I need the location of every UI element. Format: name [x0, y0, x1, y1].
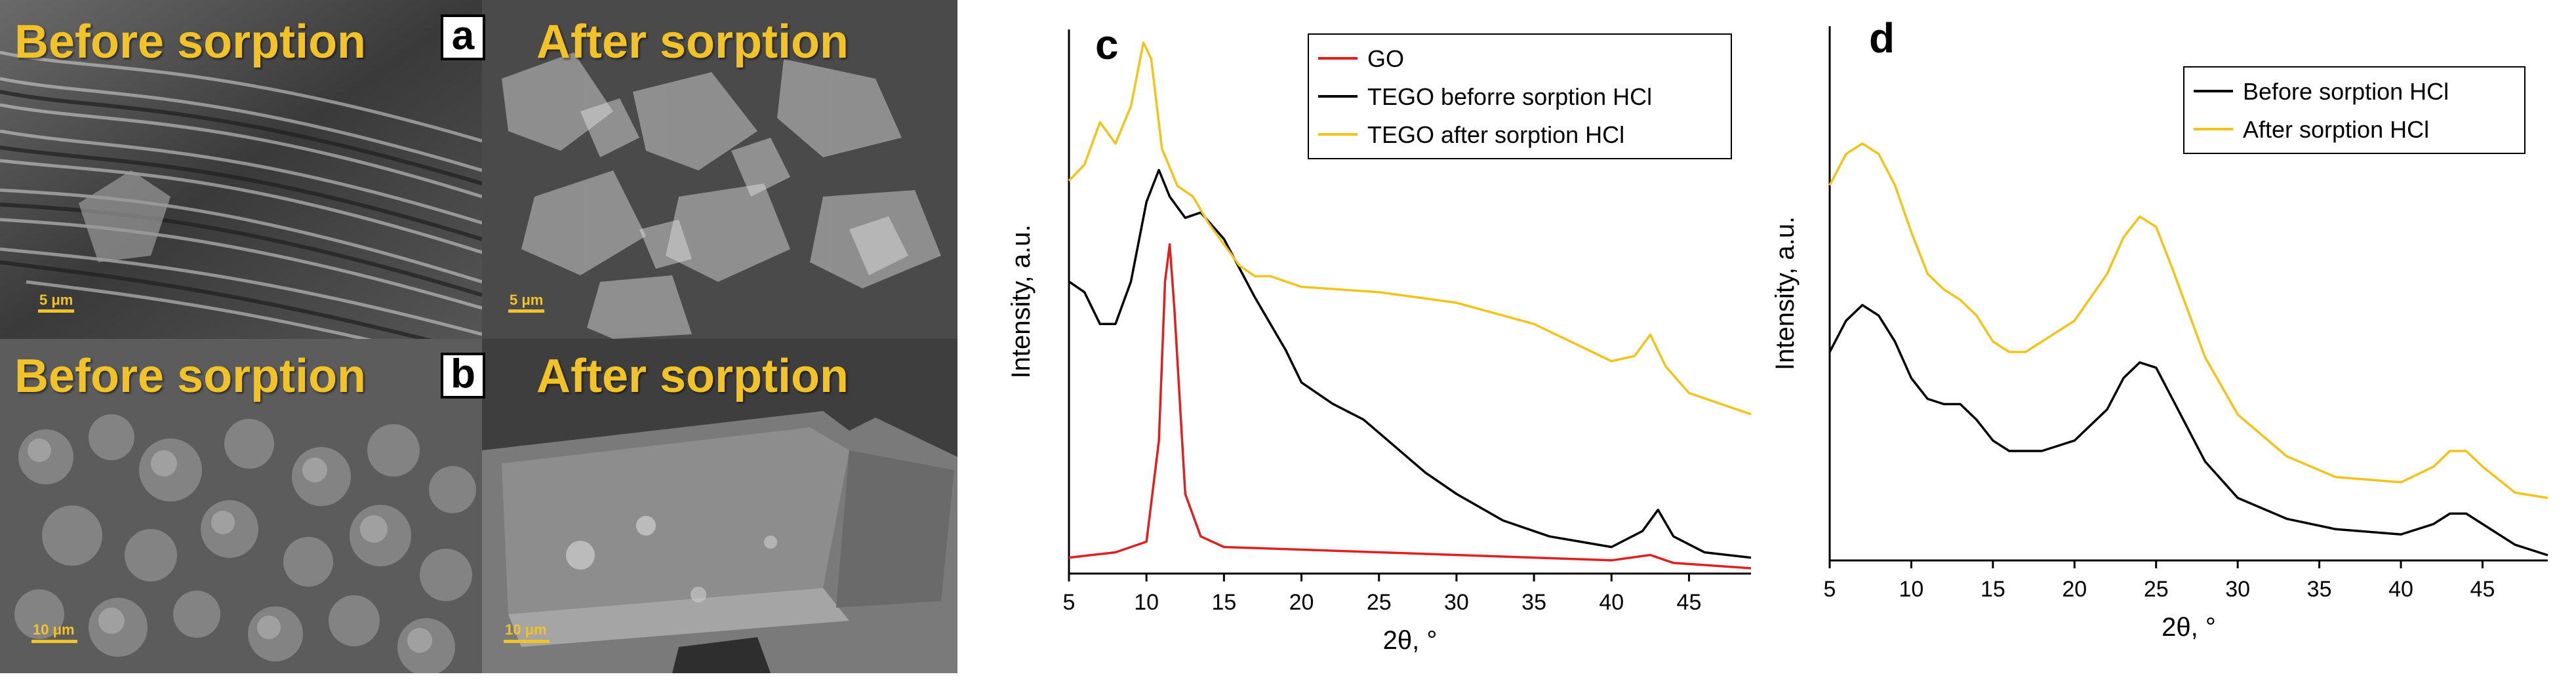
x-axis-label-c: 2θ, ° — [1383, 626, 1438, 655]
sem-b-after-label: After sorption — [536, 350, 849, 402]
legend-label-d-0: Before sorption HCl — [2243, 78, 2449, 105]
series-line-c-1 — [1068, 168, 1752, 559]
series-line-d-0 — [1828, 303, 2548, 557]
x-tick-label-c-10: 10 — [1134, 590, 1159, 615]
panel-letter-a: a — [441, 14, 485, 60]
panel-letter-d: d — [1869, 14, 1895, 62]
x-tick-label-d-30: 30 — [2225, 577, 2250, 602]
sem-texture-b-before — [0, 339, 482, 673]
legend-box-d — [2183, 66, 2526, 154]
sem-image-b-after — [482, 339, 957, 673]
x-tick-label-d-15: 15 — [1981, 577, 2005, 602]
x-tick-label-c-25: 25 — [1367, 590, 1392, 615]
x-tick-label-d-10: 10 — [1899, 577, 1924, 602]
sem-image-a-before — [0, 0, 482, 339]
legend-label-c-2: TEGO after sorption HCl — [1367, 121, 1624, 148]
sem-image-a-after — [482, 0, 957, 339]
sem-b-before-scale-text: 10 μm — [33, 621, 75, 638]
x-tick-label-d-40: 40 — [2388, 577, 2413, 602]
panel-letter-b: b — [441, 353, 485, 399]
sem-texture-a-before — [0, 0, 482, 339]
sem-texture-b-after — [482, 339, 957, 673]
sem-b-after-scale-text: 10 μm — [505, 621, 547, 638]
x-tick-label-d-25: 25 — [2144, 577, 2169, 602]
panel-letter-c: c — [1095, 21, 1119, 68]
x-axis-label-d: 2θ, ° — [2162, 613, 2216, 642]
legend-label-c-1: TEGO beforre sorption HCl — [1367, 83, 1652, 110]
series-line-d-1 — [1828, 142, 2548, 499]
legend-box-c — [1308, 33, 1732, 159]
series-line-c-2 — [1068, 41, 1752, 416]
series-line-c-0 — [1068, 243, 1752, 570]
sem-image-b-before — [0, 339, 482, 673]
sem-a-before-scale-bar — [38, 309, 74, 313]
x-tick-label-c-5: 5 — [1063, 590, 1076, 615]
y-axis-label-c: Intensity, a.u. — [1007, 225, 1036, 379]
sem-b-after-scale-bar — [504, 640, 550, 643]
x-tick-label-d-35: 35 — [2307, 577, 2332, 602]
x-tick-label-c-20: 20 — [1289, 590, 1314, 615]
sem-a-before-scale-text: 5 μm — [39, 292, 73, 308]
y-axis-label-d: Intensity, a.u. — [1771, 216, 1800, 370]
x-tick-label-c-15: 15 — [1211, 590, 1236, 615]
sem-a-after-scale-bar — [508, 309, 544, 313]
x-tick-label-c-45: 45 — [1677, 590, 1702, 615]
sem-b-before-scale-bar — [31, 640, 77, 643]
x-tick-label-c-30: 30 — [1444, 590, 1469, 615]
sem-b-before-label: Before sorption — [14, 350, 367, 402]
x-tick-label-c-35: 35 — [1521, 590, 1546, 615]
x-tick-label-d-45: 45 — [2470, 577, 2495, 602]
legend-label-d-1: After sorption HCl — [2243, 116, 2429, 143]
x-tick-label-c-40: 40 — [1599, 590, 1624, 615]
sem-a-before-label: Before sorption — [14, 16, 367, 68]
sem-a-after-scale-text: 5 μm — [510, 292, 544, 308]
sem-a-after-label: After sorption — [536, 16, 849, 68]
x-tick-label-d-5: 5 — [1824, 577, 1836, 602]
x-tick-label-d-20: 20 — [2062, 577, 2087, 602]
legend-label-c-0: GO — [1367, 45, 1404, 72]
sem-texture-a-after — [482, 0, 957, 339]
